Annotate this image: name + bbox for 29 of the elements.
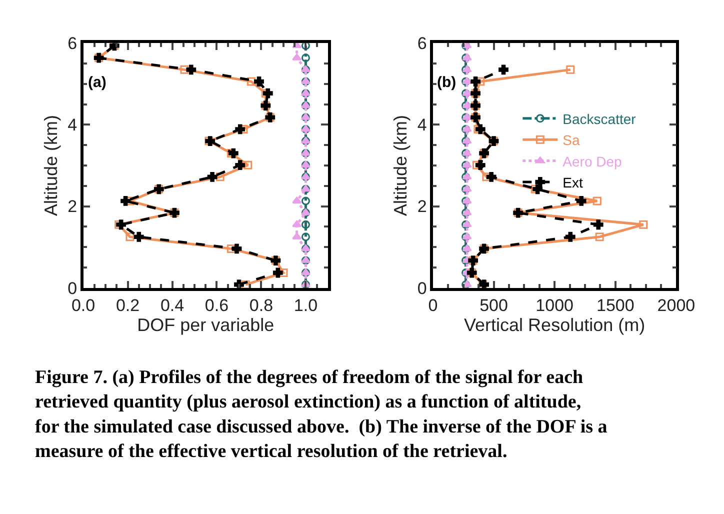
y-tick-label: 4 bbox=[68, 116, 78, 135]
caption: Figure 7. (a) Profiles of the degrees of freedom of the signal for each retrieved quantity (plus aerosol extinction) as a function of altitude, for the simulated case discussed above. (b) The inverse of the DOF is a measure of the effective vertical resolution of the retrieval. bbox=[35, 367, 608, 462]
x-tick-label: 1000 bbox=[536, 296, 574, 315]
x-tick-label: 1.0 bbox=[294, 296, 318, 315]
x-axis-title: DOF per variable bbox=[137, 314, 274, 335]
y-tick-label: 2 bbox=[68, 197, 78, 216]
y-axis-title: Altitude (km) bbox=[40, 114, 61, 216]
y-axis-title: Altitude (km) bbox=[390, 114, 411, 216]
y-tick-label: 6 bbox=[417, 34, 427, 54]
annotation: (a) bbox=[88, 74, 106, 91]
x-tick-label: 500 bbox=[480, 296, 508, 315]
x-tick-label: 0.2 bbox=[116, 296, 140, 315]
y-tick-label: 6 bbox=[68, 34, 78, 54]
y-tick-label: 2 bbox=[417, 197, 427, 216]
legend-label: Backscatter bbox=[562, 110, 636, 127]
legend-label: Ext bbox=[562, 174, 583, 190]
x-tick-label: 0.4 bbox=[160, 296, 184, 315]
x-tick-label: 0.6 bbox=[204, 296, 229, 315]
x-axis-title: Vertical Resolution (m) bbox=[464, 314, 646, 335]
y-tick-label: 0 bbox=[417, 278, 427, 298]
y-tick-label: 4 bbox=[417, 116, 427, 135]
legend-label: Aero Dep bbox=[562, 153, 622, 170]
x-tick-label: 1500 bbox=[596, 296, 634, 315]
x-tick-label: 0.0 bbox=[71, 296, 96, 315]
x-tick-label: 0.8 bbox=[249, 296, 274, 315]
x-tick-label: 2000 bbox=[657, 296, 696, 315]
legend-label: Sa bbox=[562, 132, 580, 148]
annotation: (b) bbox=[437, 74, 456, 91]
y-tick-label: 0 bbox=[68, 278, 78, 298]
